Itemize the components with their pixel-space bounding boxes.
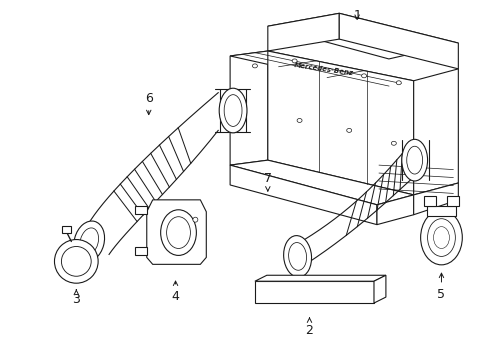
Ellipse shape: [346, 129, 351, 132]
Ellipse shape: [433, 227, 448, 248]
Ellipse shape: [291, 59, 297, 63]
Polygon shape: [267, 13, 339, 51]
Polygon shape: [413, 183, 457, 215]
Text: 2: 2: [305, 318, 313, 337]
Polygon shape: [254, 281, 373, 303]
Text: 3: 3: [72, 290, 80, 306]
Bar: [426, 206, 455, 216]
Polygon shape: [230, 51, 267, 165]
Polygon shape: [267, 13, 457, 59]
Ellipse shape: [166, 217, 190, 248]
Text: 4: 4: [171, 281, 179, 303]
Polygon shape: [339, 13, 457, 69]
Bar: [447, 196, 458, 206]
Ellipse shape: [297, 118, 302, 122]
Bar: [135, 247, 146, 255]
Polygon shape: [373, 275, 385, 303]
Ellipse shape: [401, 139, 427, 181]
Ellipse shape: [74, 221, 104, 262]
Ellipse shape: [161, 210, 196, 255]
Text: 5: 5: [437, 273, 445, 301]
Bar: [423, 196, 435, 206]
Ellipse shape: [395, 81, 401, 85]
Bar: [135, 206, 146, 214]
Bar: [62, 226, 71, 233]
Ellipse shape: [192, 217, 198, 222]
Text: 7: 7: [264, 171, 271, 191]
Text: 6: 6: [144, 92, 152, 114]
Polygon shape: [230, 51, 413, 89]
Polygon shape: [146, 200, 206, 264]
Ellipse shape: [406, 146, 422, 174]
Ellipse shape: [420, 210, 461, 265]
Ellipse shape: [427, 219, 454, 256]
Ellipse shape: [54, 239, 98, 283]
Text: Mercedes-Benz: Mercedes-Benz: [294, 62, 354, 76]
Polygon shape: [413, 69, 457, 195]
Polygon shape: [230, 165, 376, 225]
Ellipse shape: [252, 64, 257, 68]
Ellipse shape: [219, 88, 246, 133]
Text: 1: 1: [352, 9, 360, 22]
Polygon shape: [254, 275, 385, 281]
Polygon shape: [230, 160, 413, 205]
Ellipse shape: [361, 74, 366, 78]
Polygon shape: [376, 195, 413, 225]
Ellipse shape: [390, 141, 395, 145]
Ellipse shape: [224, 95, 242, 126]
Polygon shape: [267, 51, 413, 195]
Ellipse shape: [61, 247, 91, 276]
Ellipse shape: [283, 235, 311, 277]
